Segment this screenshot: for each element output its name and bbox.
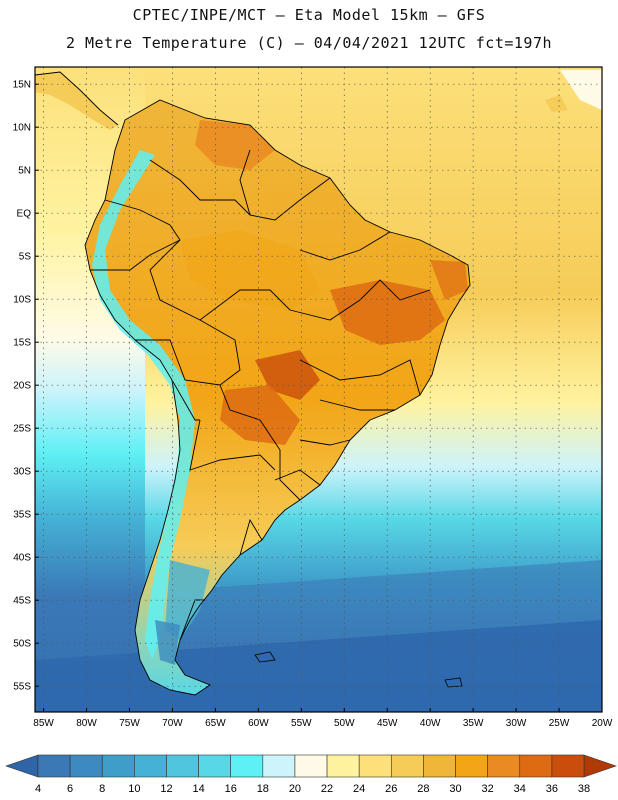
colorbar-swatch: [101, 754, 135, 778]
colorbar-swatch: [198, 754, 232, 778]
colorbar-label: 4: [35, 783, 41, 795]
colorbar-label: 20: [289, 783, 301, 795]
lat-label: 20S: [13, 381, 31, 392]
colorbar-label: 30: [449, 783, 461, 795]
longitude-labels: 85W 80W 75W 70W 65W 60W 55W 50W 45W 40W 35W 30W 25W 2…: [33, 708, 613, 729]
graticule: [35, 67, 602, 712]
lon-label: 55W: [291, 718, 312, 729]
lon-label: 40W: [420, 718, 441, 729]
colorbar-label: 38: [578, 783, 590, 795]
lat-label: 5N: [18, 166, 31, 177]
colorbar-swatch: [487, 754, 521, 778]
lat-label: 35S: [13, 510, 31, 521]
colorbar-swatch: [69, 754, 103, 778]
lat-label: 40S: [13, 553, 31, 564]
colorbar-swatch: [134, 754, 167, 778]
colorbar-label: 26: [385, 783, 397, 795]
colorbar-label: 34: [514, 783, 526, 795]
colorbar-swatch: [358, 754, 392, 778]
lon-label: 85W: [33, 718, 54, 729]
lon-label: 20W: [592, 718, 613, 729]
lat-label: 5S: [19, 252, 32, 263]
colorbar-label: 32: [482, 783, 494, 795]
colorbar-swatch: [37, 754, 71, 778]
colorbar-swatch: [519, 754, 553, 778]
colorbar-swatch: [551, 754, 585, 778]
lat-label: 15S: [13, 338, 31, 349]
andes-cold-strip: [92, 150, 195, 660]
colorbar-label: 18: [257, 783, 269, 795]
title-line-1: CPTEC/INPE/MCT – Eta Model 15km – GFS: [132, 6, 486, 24]
colorbar-label: 16: [225, 783, 237, 795]
lat-label: 10N: [13, 123, 31, 134]
colorbar-swatch: [230, 754, 264, 778]
colorbar-swatch: [166, 754, 199, 778]
colorbar: 4 6 8 10 12 14 16 18 20 22 24 26 28 30 32 34 36 38: [5, 754, 617, 795]
colorbar-swatch: [326, 754, 360, 778]
lon-label: 25W: [549, 718, 570, 729]
lon-label: 50W: [334, 718, 355, 729]
lat-label: 50S: [13, 639, 31, 650]
colorbar-swatch: [423, 754, 456, 778]
lat-label: 15N: [13, 80, 31, 91]
colorbar-label: 36: [546, 783, 558, 795]
colorbar-label: 6: [67, 783, 73, 795]
latitude-labels: 15N 10N 5N EQ 5S 10S 15S 20S 25S 30S 35S 40S 45S 50S 5…: [13, 80, 39, 693]
colorbar-label: 28: [417, 783, 429, 795]
lon-label: 65W: [205, 718, 226, 729]
country-borders: [35, 71, 471, 696]
lon-label: 80W: [76, 718, 97, 729]
lat-label: 55S: [13, 682, 31, 693]
lat-label: 45S: [13, 596, 31, 607]
colorbar-label: 8: [99, 783, 105, 795]
lon-label: 45W: [377, 718, 398, 729]
lon-label: 35W: [463, 718, 484, 729]
colorbar-label: 22: [321, 783, 333, 795]
colorbar-swatch: [294, 754, 328, 778]
colorbar-swatch: [262, 754, 296, 778]
map-frame: [34, 66, 603, 713]
colorbar-label: 10: [128, 783, 140, 795]
colorbar-label: 24: [353, 783, 365, 795]
colorbar-swatch: [390, 754, 424, 778]
lat-label: 10S: [13, 295, 31, 306]
colorbar-label: 14: [192, 783, 204, 795]
colorbar-high-arrow: [583, 754, 617, 778]
lat-label: 30S: [13, 467, 31, 478]
lon-label: 70W: [162, 718, 183, 729]
lon-label: 75W: [119, 718, 140, 729]
lat-label: EQ: [17, 209, 32, 220]
lon-label: 30W: [506, 718, 527, 729]
colorbar-swatch: [455, 754, 488, 778]
lat-label: 25S: [13, 424, 31, 435]
colorbar-low-arrow: [5, 754, 39, 778]
lon-label: 60W: [248, 718, 269, 729]
title-line-2: 2 Metre Temperature (C) – 04/04/2021 12U…: [65, 34, 553, 52]
colorbar-label: 12: [160, 783, 172, 795]
central-america-land: [35, 72, 118, 130]
